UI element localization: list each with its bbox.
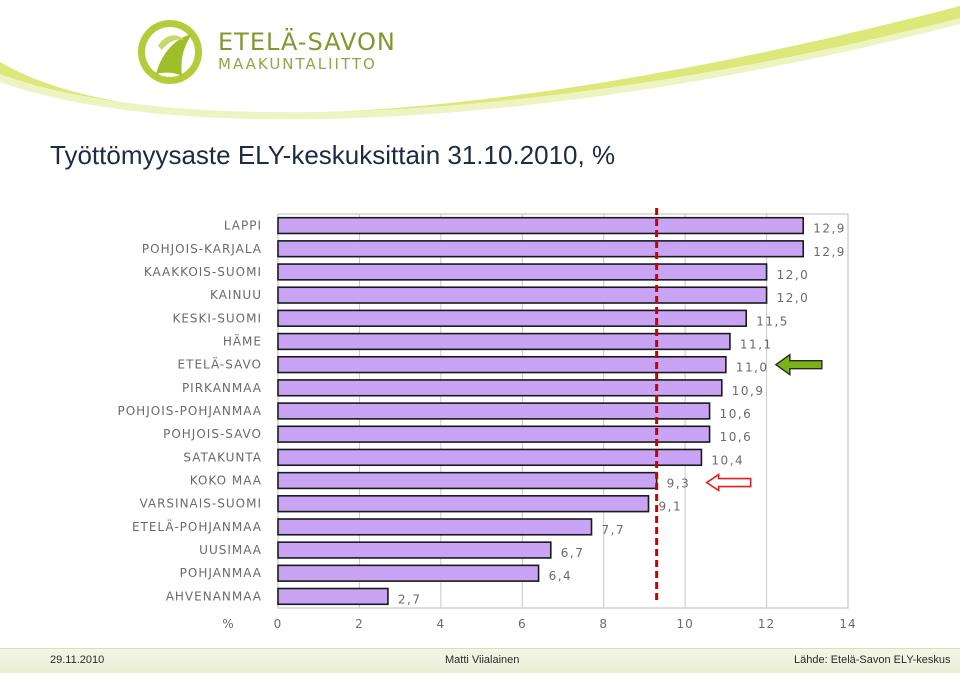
category-label: KESKI-SUOMI [172, 311, 262, 325]
category-label: UUSIMAA [199, 543, 262, 557]
data-label: 12,9 [813, 222, 846, 236]
bar [277, 240, 805, 258]
x-tick-label: 6 [518, 617, 527, 631]
data-label: 10,6 [720, 407, 753, 421]
bar [277, 448, 703, 467]
category-label: HÄME [223, 333, 262, 348]
category-label: PIRKANMAA [182, 381, 262, 395]
category-label: POHJANMAA [180, 566, 262, 580]
x-tick-label: 0 [274, 617, 283, 631]
data-label: 11,0 [736, 361, 769, 375]
bar [277, 332, 731, 351]
data-label: 10,6 [720, 430, 753, 444]
bar [277, 309, 748, 327]
footer-bar: 29.11.2010 Matti Viialainen Lähde: Etelä… [0, 648, 960, 673]
x-tick-label: 8 [599, 617, 608, 631]
category-label: VARSINAIS-SUOMI [139, 497, 262, 511]
header-swoosh [0, 6, 960, 120]
x-tick-label: 12 [758, 617, 775, 631]
data-label: 10,4 [711, 453, 744, 467]
bar [277, 263, 768, 281]
logo-line1: ETELÄ-SAVON [218, 28, 396, 56]
maakuntaliitto-logo-icon [138, 20, 202, 84]
data-label: 12,0 [777, 291, 810, 305]
bar [277, 286, 768, 304]
category-label: KAAKKOIS-SUOMI [144, 265, 262, 279]
bar [277, 564, 540, 582]
footer-source: Lähde: Etelä-Savon ELY-keskus [794, 654, 951, 666]
category-label: POHJOIS-KARJALA [142, 242, 262, 256]
data-label: 9,3 [667, 477, 691, 491]
category-label: AHVENANMAA [166, 589, 262, 603]
data-label: 11,5 [756, 314, 789, 328]
data-label: 10,9 [732, 384, 765, 398]
category-label: KAINUU [210, 288, 262, 302]
bar [277, 425, 711, 443]
organization-logo [136, 16, 396, 86]
bar [277, 587, 389, 606]
data-label: 9,1 [659, 500, 683, 514]
bar [277, 216, 805, 235]
footer-author: Matti Viialainen [445, 654, 520, 666]
x-tick-label: 2 [355, 617, 364, 631]
red-arrow-icon [705, 473, 752, 493]
bar [277, 355, 727, 374]
logo-line2: MAAKUNTALIITTO [218, 55, 377, 73]
category-label: KOKO MAA [190, 474, 262, 488]
category-label: ETELÄ-SAVO [178, 357, 262, 372]
x-axis-label: % [222, 617, 233, 631]
bar [277, 379, 723, 397]
green-arrow-icon [774, 353, 823, 377]
bar [277, 402, 711, 420]
data-label: 6,4 [549, 569, 573, 583]
data-label: 12,9 [813, 245, 846, 259]
bar [277, 541, 552, 559]
x-tick-label: 10 [677, 617, 694, 631]
bar-chart: 0 2 4 6 8 10 12 14% LAPPI 12,9 POHJOIS-KARJALA 12,9… [118, 208, 856, 631]
category-label: SATAKUNTA [183, 450, 262, 464]
bar [277, 471, 658, 490]
data-label: 12,0 [777, 268, 810, 282]
category-label: POHJOIS-POHJANMAA [118, 404, 263, 418]
page-title: Työttömyysaste ELY-keskuksittain 31.10.2… [50, 140, 616, 170]
x-tick-label: 14 [839, 617, 856, 631]
category-label: LAPPI [224, 219, 262, 233]
data-label: 6,7 [561, 546, 585, 560]
footer-date: 29.11.2010 [50, 654, 105, 666]
data-label: 2,7 [398, 592, 422, 606]
data-label: 7,7 [602, 523, 626, 537]
x-tick-label: 4 [437, 617, 446, 631]
bar [277, 495, 650, 513]
bar [277, 518, 593, 536]
data-label: 11,1 [740, 337, 773, 351]
category-label: POHJOIS-SAVO [163, 427, 262, 441]
category-label: ETELÄ-POHJANMAA [132, 519, 262, 534]
